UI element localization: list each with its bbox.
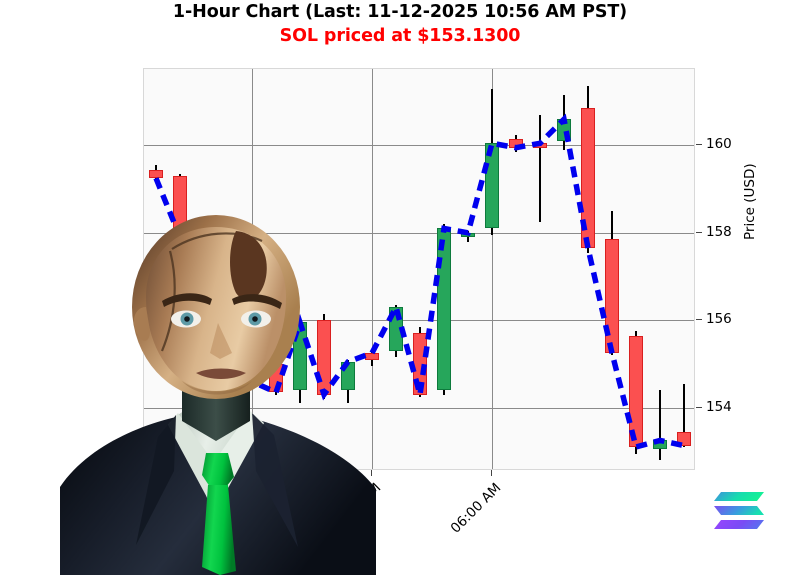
gridline-horizontal (144, 232, 694, 234)
trend-line (153, 113, 685, 451)
gridline-vertical (492, 69, 493, 469)
x-axis-tick-label: 01:00 AM (327, 480, 385, 537)
solana-logo (714, 492, 764, 529)
x-axis-tick-label: 08:00 PM (208, 480, 265, 536)
x-axis-tick-label: 06:00 AM (447, 480, 505, 537)
y-axis-label: Price (USD) (742, 163, 758, 240)
plot-area (143, 68, 695, 470)
chart-title: 1-Hour Chart (Last: 11-12-2025 10:56 AM … (172, 2, 628, 22)
chart-subtitle-price: SOL priced at $153.1300 (279, 26, 521, 46)
y-axis-tick-label: 158 (706, 223, 732, 240)
y-axis-tick (696, 144, 702, 146)
candle-wick (659, 390, 661, 461)
y-axis-tick (696, 406, 702, 408)
y-axis-tick-label: 160 (706, 136, 732, 153)
y-axis-tick-label: 156 (706, 311, 732, 328)
x-axis-tick (371, 470, 372, 476)
y-axis-tick (696, 319, 702, 321)
gridline-horizontal (144, 407, 694, 409)
y-axis-tick (696, 231, 702, 233)
gridline-horizontal (144, 320, 694, 322)
candle-body-down (628, 335, 644, 447)
gridline-horizontal (144, 145, 694, 147)
candle-body-down (148, 169, 164, 179)
x-axis-tick (491, 470, 492, 476)
candle-wick (539, 114, 541, 222)
x-axis-tick (251, 470, 252, 476)
y-axis-tick-label: 154 (706, 398, 732, 415)
gridline-vertical (372, 69, 373, 469)
candle-wick (683, 383, 685, 447)
